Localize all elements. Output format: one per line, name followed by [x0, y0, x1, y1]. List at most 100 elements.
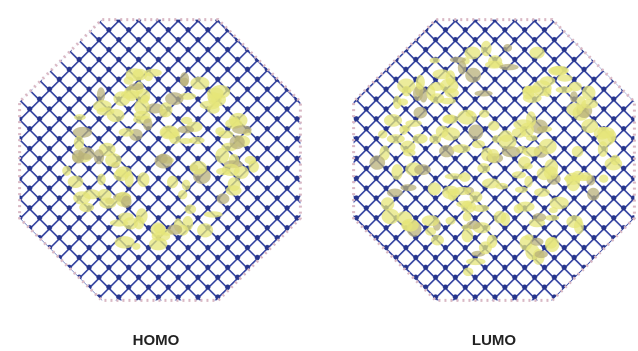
isosurface-lobe: [169, 132, 181, 144]
isosurface-lobe: [384, 114, 402, 127]
isosurface-lobe: [472, 205, 489, 212]
isosurface-lobe: [442, 186, 460, 200]
isosurface-lobe: [463, 268, 473, 277]
isosurface-lobe: [479, 110, 490, 118]
isosurface-lobe: [581, 172, 592, 181]
isosurface-lobe: [518, 156, 531, 169]
isosurface-lobe: [180, 78, 189, 86]
isosurface-lobe: [190, 161, 207, 175]
isosurface-lobe: [549, 207, 558, 213]
isosurface-lobe: [442, 127, 461, 140]
isosurface-lobe: [222, 164, 240, 176]
isosurface-lobe: [414, 107, 428, 119]
isosurface-lobe: [477, 163, 490, 173]
isosurface-lobe: [572, 146, 583, 157]
isosurface-lobe: [392, 164, 403, 180]
isosurface-lobe: [574, 219, 584, 234]
isosurface-lobe: [218, 130, 233, 138]
isosurface-lobe: [160, 102, 173, 117]
isosurface-lobe: [499, 64, 518, 70]
isosurface-lobe: [126, 68, 144, 81]
isosurface-lobe: [452, 144, 470, 153]
isosurface-lobe: [74, 114, 86, 120]
isosurface-lobe: [387, 189, 403, 198]
isosurface-lobe: [466, 258, 485, 265]
isosurface-lobe: [466, 111, 474, 117]
isosurface-lobe: [512, 171, 526, 178]
isosurface-lobe: [115, 236, 135, 248]
isosurface-lobe: [412, 134, 427, 144]
isosurface-lobe: [105, 153, 121, 167]
isosurface-lobe: [496, 183, 509, 190]
isosurface-lobe: [459, 172, 471, 182]
isosurface-lobe: [426, 85, 435, 100]
homo-panel: [20, 20, 301, 301]
isosurface-lobe: [230, 135, 245, 149]
isosurface-lobe: [523, 147, 541, 157]
isosurface-lobe: [114, 169, 129, 181]
figure: HOMO LUMO: [0, 0, 638, 351]
isosurface-lobe: [515, 187, 528, 193]
isosurface-lobe: [78, 147, 94, 160]
isosurface-lobe: [381, 197, 394, 210]
isosurface-lobe: [429, 134, 441, 144]
isosurface-lobe: [488, 121, 499, 131]
isosurface-lobe: [137, 172, 149, 187]
isosurface-lobe: [401, 184, 417, 191]
isosurface-lobe: [119, 128, 134, 137]
isosurface-lobe: [540, 76, 555, 85]
isosurface-lobe: [533, 213, 546, 222]
isosurface-lobe: [422, 215, 440, 226]
isosurface-lobe: [97, 174, 106, 186]
isosurface-lobe: [204, 211, 223, 217]
isosurface-lobe: [197, 223, 213, 237]
isosurface-lobe: [181, 117, 193, 124]
isosurface-lobe: [121, 196, 131, 208]
isosurface-lobe: [530, 238, 543, 246]
isosurface-lobe: [475, 90, 493, 96]
isosurface-lobe: [178, 190, 187, 199]
isosurface-lobe: [545, 215, 559, 221]
panel-label: LUMO: [472, 332, 516, 349]
isosurface-lobe: [178, 126, 195, 134]
isosurface-lobe: [143, 118, 152, 130]
isosurface-lobe: [466, 221, 480, 230]
isosurface-lobe: [520, 236, 533, 251]
isosurface-lobe: [249, 160, 259, 172]
isosurface-lobe: [487, 235, 498, 248]
isosurface-lobe: [200, 101, 220, 110]
isosurface-lobe: [548, 66, 567, 75]
isosurface-lobe: [226, 185, 242, 195]
isosurface-lobe: [431, 235, 444, 246]
isosurface-lobe: [97, 87, 105, 102]
isosurface-lobe: [182, 216, 193, 231]
isosurface-lobe: [185, 204, 196, 214]
isosurface-lobe: [416, 75, 425, 90]
isosurface-lobe: [564, 176, 579, 182]
isosurface-lobe: [190, 77, 209, 90]
isosurface-lobe: [488, 55, 502, 67]
isosurface-lobe: [526, 135, 538, 141]
isosurface-lobe: [99, 198, 116, 209]
isosurface-lobe: [400, 141, 415, 153]
isosurface-lobe: [598, 141, 608, 157]
isosurface-lobe: [465, 68, 481, 83]
isosurface-lobe: [523, 86, 541, 94]
isosurface-lobe: [534, 188, 550, 197]
isosurface-lobe: [599, 175, 608, 183]
isosurface-lobe: [123, 217, 138, 229]
isosurface-lobe: [428, 182, 441, 195]
isosurface-lobe: [149, 238, 167, 251]
isosurface-lobe: [132, 243, 140, 250]
isosurface-lobe: [370, 155, 386, 169]
isosurface-lobe: [544, 166, 558, 179]
isosurface-lobe: [397, 79, 415, 94]
isosurface-lobe: [503, 44, 512, 52]
isosurface-lobe: [465, 47, 481, 60]
isosurface-lobe: [378, 130, 388, 138]
isosurface-lobe: [557, 75, 572, 82]
isosurface-lobe: [539, 139, 557, 155]
isosurface-lobe: [468, 125, 483, 140]
isosurface-lobe: [129, 83, 144, 90]
isosurface-lobe: [430, 58, 440, 64]
